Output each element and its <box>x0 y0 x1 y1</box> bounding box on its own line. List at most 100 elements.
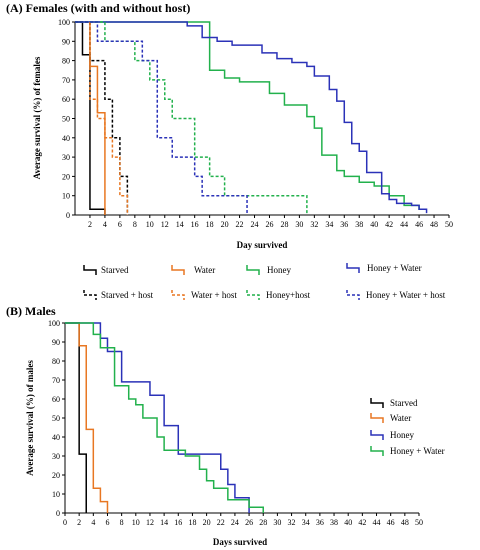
panel-a-y-tick-label: 100 <box>58 18 70 27</box>
panel-a-x-tick-label: 44 <box>400 220 408 229</box>
panel-b-x-tick-label: 8 <box>120 518 124 527</box>
panel-a-x-tick-label: 34 <box>325 220 333 229</box>
legend-b-marker-honey-water <box>370 446 384 456</box>
panel-b-x-tick-label: 6 <box>105 518 109 527</box>
panel-b-y-tick-label: 100 <box>48 319 60 328</box>
panel-b-x-tick-label: 38 <box>330 518 338 527</box>
panel-b-x-tick-label: 30 <box>273 518 281 527</box>
panel-a-y-label: Average survival (%) of females <box>32 56 42 179</box>
legend-item-honey: Honey <box>246 265 291 275</box>
panel-a-series-water-host <box>89 22 129 215</box>
legend-marker-water <box>171 265 185 275</box>
panel-b-x-tick-label: 48 <box>401 518 409 527</box>
panel-a-x-tick-label: 32 <box>310 220 318 229</box>
panel-b-x-tick-label: 28 <box>259 518 267 527</box>
panel-b-y-label: Average survival (%) of males <box>25 360 35 476</box>
legend-item-honey-water-host: Honey + Water + host <box>346 290 446 300</box>
panel-b-x-tick-label: 4 <box>91 518 95 527</box>
legend-item-starved: Starved <box>83 265 129 275</box>
legend-marker-honey-host <box>246 290 260 300</box>
legend-label-honey-host: Honey+host <box>266 290 311 300</box>
panel-a-y-tick-label: 30 <box>62 153 70 162</box>
legend-item-water-host: Water + host <box>171 290 237 300</box>
panel-b-x-tick-label: 12 <box>146 518 154 527</box>
legend-b-label-water: Water <box>390 413 411 423</box>
panel-b-x-tick-label: 46 <box>387 518 395 527</box>
panel-a-x-tick-label: 20 <box>221 220 229 229</box>
panel-b-series-honey <box>65 322 250 513</box>
panel-a-x-tick-label: 28 <box>280 220 288 229</box>
legend-b-item-honey: Honey <box>370 430 414 440</box>
panel-a-series <box>75 21 428 215</box>
panel-b-y-ticks: 0 10 20 30 40 50 60 70 80 90 100 <box>48 319 65 518</box>
panel-b-x-label: Days survived <box>213 537 267 547</box>
legend-marker-honey-water <box>346 263 360 273</box>
legend-b-item-honey-water: Honey + Water <box>370 446 445 456</box>
panel-a-x-tick-label: 30 <box>295 220 303 229</box>
legend-item-honey-water: Honey + Water <box>346 263 422 273</box>
panel-a-title: (A) Females (with and without host) <box>6 1 190 15</box>
panel-b-y-tick-label: 80 <box>52 357 60 366</box>
panel-a-y-tick-label: 90 <box>62 37 70 46</box>
legend-marker-honey-water-host <box>346 290 360 300</box>
legend-item-honey-host: Honey+host <box>246 290 311 300</box>
legend-b-item-starved: Starved <box>370 398 418 408</box>
panel-b-series-water <box>78 323 109 513</box>
panel-a-series-honey-host <box>75 21 308 215</box>
panel-b-y-tick-label: 70 <box>52 376 60 385</box>
legend-b-label-honey: Honey <box>390 430 414 440</box>
panel-b-x-tick-label: 18 <box>188 518 196 527</box>
panel-a-x-tick-label: 16 <box>191 220 199 229</box>
panel-b-x-tick-label: 42 <box>358 518 366 527</box>
panel-a-x-tick-label: 18 <box>206 220 214 229</box>
panel-a-x-tick-label: 42 <box>385 220 393 229</box>
panel-a-x-tick-label: 24 <box>251 220 259 229</box>
panel-a-x-tick-label: 8 <box>133 220 137 229</box>
panel-a-x-tick-label: 46 <box>415 220 423 229</box>
panel-a-x-tick-label: 6 <box>118 220 122 229</box>
panel-b-x-ticks: 0 2 4 6 8 10 12 14 16 18 20 22 24 26 28 30 32 34 36 38 40 42 4… <box>63 513 423 527</box>
legend-marker-water-host <box>171 290 185 300</box>
panel-a-x-tick-label: 2 <box>88 220 92 229</box>
panel-b-y-tick-label: 30 <box>52 452 60 461</box>
panel-b-x-tick-label: 36 <box>316 518 324 527</box>
panel-b-series-honey-water <box>65 322 264 513</box>
panel-a-series-honey-water-host <box>75 21 248 215</box>
legend-b-item-water: Water <box>370 413 411 423</box>
panel-b-y-tick-label: 10 <box>52 490 60 499</box>
panel-a-series-water <box>89 22 106 215</box>
panel-b-x-tick-label: 10 <box>132 518 140 527</box>
panel-a-y-ticks: 0 10 20 30 40 50 60 70 80 90 100 <box>58 18 75 220</box>
legend-b-marker-honey <box>370 430 384 440</box>
panel-a-legend: Starved Water Honey Honey + Water Starve… <box>83 263 446 300</box>
panel-a-x-tick-label: 38 <box>355 220 363 229</box>
panel-b-x-tick-label: 32 <box>288 518 296 527</box>
panel-b-y-tick-label: 20 <box>52 471 60 480</box>
panel-a-x-label: Day survived <box>237 240 288 250</box>
panel-a-y-tick-label: 50 <box>62 115 70 124</box>
panel-a-x-tick-label: 14 <box>176 220 184 229</box>
legend-b-label-honey-water: Honey + Water <box>390 446 445 456</box>
panel-b-x-tick-label: 0 <box>63 518 67 527</box>
legend-label-water-host: Water + host <box>191 290 237 300</box>
panel-a-x-tick-label: 10 <box>146 220 154 229</box>
legend-label-honey-water-host: Honey + Water + host <box>366 290 446 300</box>
panel-b-y-tick-label: 60 <box>52 395 60 404</box>
panel-b-x-tick-label: 34 <box>302 518 310 527</box>
panel-a-y-tick-label: 70 <box>62 76 70 85</box>
panel-b-y-tick-label: 0 <box>56 509 60 518</box>
legend-b-marker-starved <box>370 398 384 408</box>
panel-a-x-tick-label: 12 <box>161 220 169 229</box>
panel-a-y-tick-label: 80 <box>62 57 70 66</box>
panel-a-x-tick-label: 40 <box>370 220 378 229</box>
panel-a-x-tick-label: 22 <box>236 220 244 229</box>
legend-b-label-starved: Starved <box>390 398 418 408</box>
panel-b-title: (B) Males <box>6 304 56 318</box>
panel-a-y-tick-label: 0 <box>66 211 70 220</box>
legend-item-starved-host: Starved + host <box>83 290 154 300</box>
panel-b-y-tick-label: 40 <box>52 433 60 442</box>
legend-marker-honey <box>246 265 260 275</box>
panel-b-series-starved <box>65 322 87 513</box>
panel-a-x-tick-label: 26 <box>265 220 273 229</box>
